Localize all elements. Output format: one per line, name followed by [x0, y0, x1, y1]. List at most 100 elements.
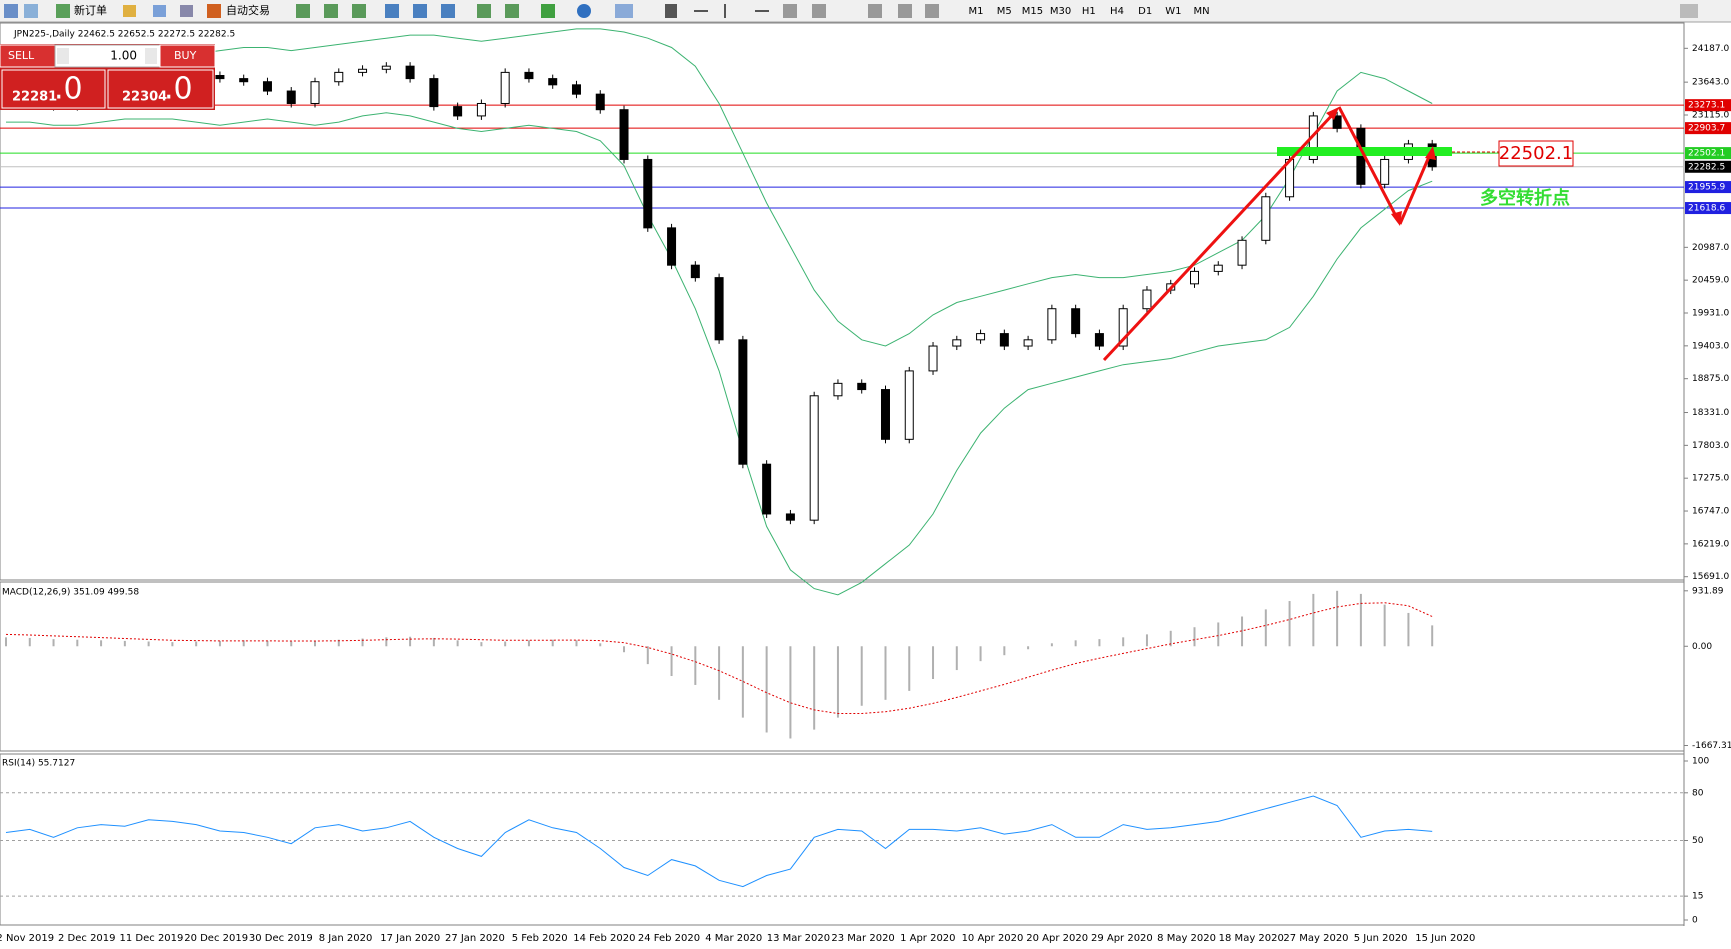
arrow	[1102, 110, 1337, 362]
timeframe[interactable]: H4	[1110, 6, 1124, 17]
candle	[548, 78, 558, 86]
timeframe[interactable]: M1	[969, 6, 984, 17]
level-label: 23273.1	[1688, 101, 1725, 111]
y-tick-label: 100	[1692, 757, 1709, 767]
icon[interactable]	[441, 4, 455, 18]
date-label: 13 Mar 2020	[767, 933, 830, 944]
icon[interactable]	[153, 5, 166, 17]
level-label-bg	[1685, 147, 1731, 160]
icon[interactable]	[1680, 4, 1698, 18]
timeframe[interactable]: M30	[1050, 6, 1071, 17]
icon[interactable]	[180, 5, 193, 17]
signal-line	[5, 602, 1433, 714]
y-tick-label: 16747.0	[1692, 507, 1729, 517]
buy-button[interactable]	[159, 44, 216, 68]
bid-box[interactable]	[1, 69, 106, 109]
buy-label[interactable]: BUY	[174, 49, 197, 62]
icon[interactable]	[413, 4, 427, 18]
candle	[857, 382, 867, 391]
timeframe[interactable]: M15	[1022, 6, 1043, 17]
candle	[1071, 308, 1081, 335]
candle	[1190, 270, 1199, 285]
auto-trading[interactable]: 自动交易	[226, 3, 270, 17]
icon[interactable]	[207, 4, 221, 18]
date-label: 4 Mar 2020	[705, 933, 762, 944]
annotation: 多空转折点	[1480, 187, 1570, 209]
lot-value[interactable]: 1.00	[110, 49, 137, 63]
candle	[1237, 239, 1247, 266]
date-label: 30 Dec 2019	[249, 933, 313, 944]
ask-box[interactable]	[107, 69, 214, 109]
ask-main: 22304	[122, 90, 167, 105]
date-label: 2 Dec 2019	[58, 933, 116, 944]
icon[interactable]	[665, 4, 677, 18]
candle	[453, 106, 463, 117]
candle	[619, 109, 629, 160]
level-label-bg	[1685, 99, 1731, 112]
icon[interactable]	[898, 4, 912, 18]
icon[interactable]	[296, 4, 310, 18]
icon[interactable]	[724, 4, 726, 18]
icon[interactable]	[577, 4, 591, 18]
date-label: 8 May 2020	[1157, 933, 1216, 944]
y-tick-label: 0.00	[1692, 642, 1712, 652]
lot-down[interactable]	[57, 48, 69, 64]
candle	[286, 90, 296, 104]
icon[interactable]	[541, 4, 555, 18]
icon[interactable]	[56, 4, 70, 18]
timeframe[interactable]: W1	[1165, 6, 1181, 17]
icon[interactable]	[615, 4, 633, 18]
date-label: 5 Jun 2020	[1354, 933, 1408, 944]
ask-frac: .0	[164, 72, 193, 107]
candle	[215, 74, 225, 80]
candle	[239, 78, 249, 83]
icon[interactable]	[812, 4, 826, 18]
candle	[785, 513, 795, 521]
date-label: 5 Feb 2020	[512, 933, 568, 944]
new-order[interactable]: 新订单	[74, 3, 107, 17]
icon[interactable]	[505, 4, 519, 18]
date-label: 24 Feb 2020	[638, 933, 700, 944]
y-tick-label: 18331.0	[1692, 408, 1729, 418]
timeframe[interactable]: D1	[1138, 6, 1152, 17]
icon[interactable]	[783, 4, 797, 18]
candle	[880, 389, 890, 440]
icon[interactable]	[24, 4, 38, 18]
candle	[1142, 289, 1152, 310]
y-tick-label: 931.89	[1692, 586, 1724, 596]
candle	[405, 65, 415, 80]
timeframe[interactable]: H1	[1082, 6, 1096, 17]
lot-input[interactable]	[54, 44, 161, 68]
icon[interactable]	[868, 4, 882, 18]
date-label: 22 Nov 2019	[0, 933, 54, 944]
icon[interactable]	[4, 4, 18, 18]
toolbar	[0, 0, 1731, 22]
lot-up[interactable]	[145, 48, 157, 64]
candle	[1261, 196, 1271, 241]
timeframe[interactable]: M5	[997, 6, 1012, 17]
y-tick-label: 23115.0	[1692, 110, 1729, 120]
icon[interactable]	[385, 4, 399, 18]
icon[interactable]	[925, 4, 939, 18]
timeframes: M1 M5 M15 M30 H1 H4 D1 W1 MN	[969, 6, 1210, 17]
icon[interactable]	[352, 4, 366, 18]
timeframe[interactable]: MN	[1194, 6, 1210, 17]
candle	[476, 102, 486, 117]
y-tick-label: 19931.0	[1692, 309, 1729, 319]
icon[interactable]	[477, 4, 491, 18]
date-label: 1 Apr 2020	[900, 933, 955, 944]
annotation-box	[1498, 140, 1574, 167]
bid-frac: .0	[54, 72, 83, 107]
sell-label[interactable]: SELL	[8, 49, 35, 62]
icon[interactable]	[694, 10, 708, 12]
candle	[571, 84, 581, 95]
y-tick-label: 18875.0	[1692, 374, 1729, 384]
candle	[1380, 158, 1390, 185]
icon[interactable]	[123, 5, 136, 17]
candle	[833, 382, 843, 397]
candle	[976, 333, 986, 341]
candle	[928, 345, 938, 372]
candle	[1094, 333, 1104, 347]
icon[interactable]	[324, 4, 338, 18]
icon[interactable]	[755, 10, 769, 12]
